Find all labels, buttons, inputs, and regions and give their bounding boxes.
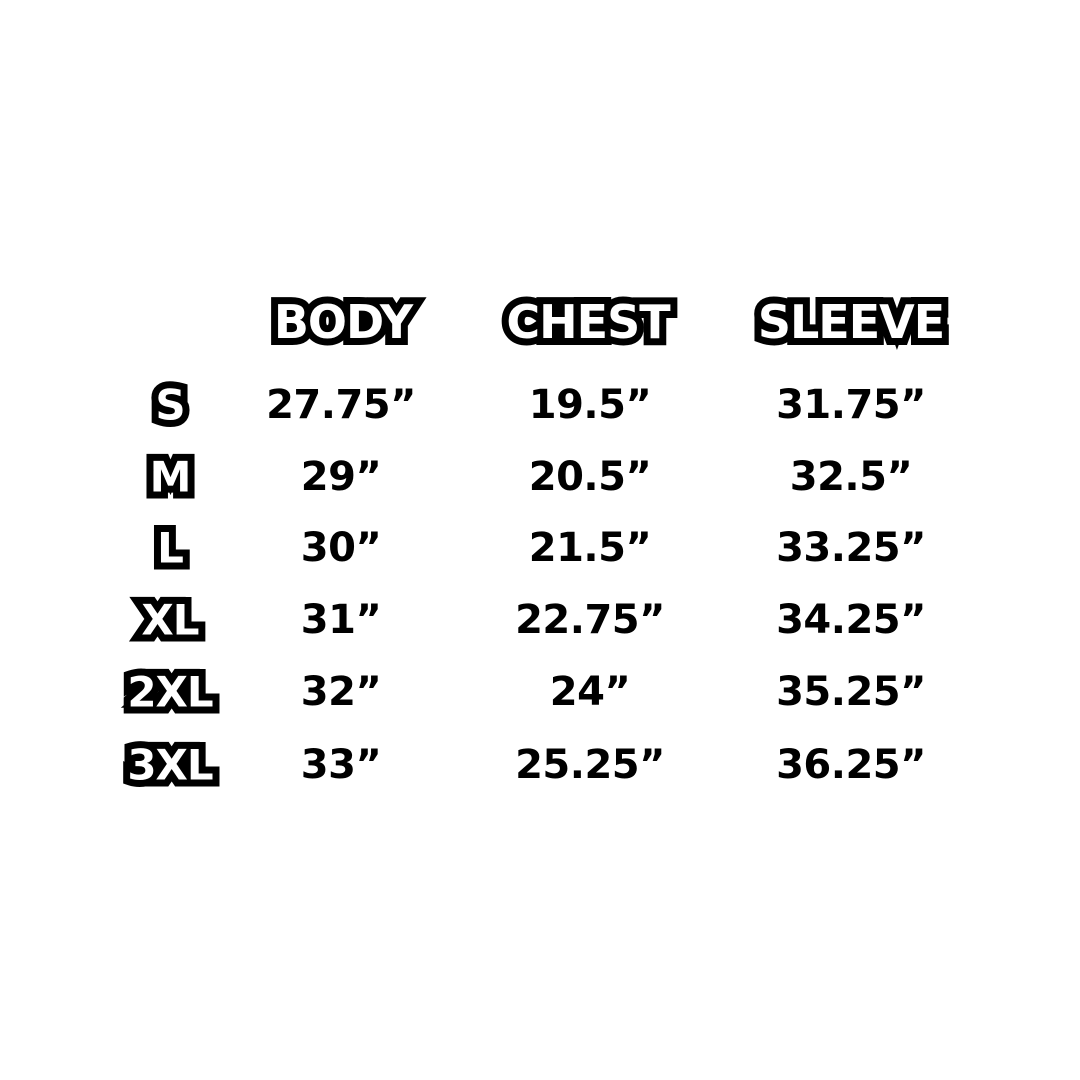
sleeve-value: 32.5” <box>789 454 913 500</box>
body-value: 31” <box>300 597 382 643</box>
body-value: 30” <box>300 525 382 571</box>
body-value: 29” <box>300 454 382 500</box>
header-chest: CHEST <box>499 288 677 356</box>
size-label: 3XL <box>120 734 220 797</box>
size-label: 2XL <box>120 661 220 724</box>
size-label: M <box>143 446 199 509</box>
header-body: BODY <box>267 288 420 356</box>
sleeve-value: 36.25” <box>776 742 926 788</box>
size-label: L <box>150 517 191 580</box>
body-value: 32” <box>300 669 382 715</box>
chest-value: 25.25” <box>515 742 665 788</box>
sleeve-value: 34.25” <box>776 597 926 643</box>
body-value: 27.75” <box>266 382 416 428</box>
chest-value: 20.5” <box>528 454 652 500</box>
sleeve-value: 31.75” <box>776 382 926 428</box>
chest-value: 21.5” <box>528 525 652 571</box>
size-label: XL <box>134 589 206 652</box>
chest-value: 24” <box>549 669 631 715</box>
sleeve-value: 33.25” <box>776 525 926 571</box>
chest-value: 19.5” <box>528 382 652 428</box>
header-sleeve: SLEEVE <box>751 288 952 356</box>
sleeve-value: 35.25” <box>776 669 926 715</box>
size-label: S <box>148 374 192 437</box>
body-value: 33” <box>300 742 382 788</box>
chest-value: 22.75” <box>515 597 665 643</box>
